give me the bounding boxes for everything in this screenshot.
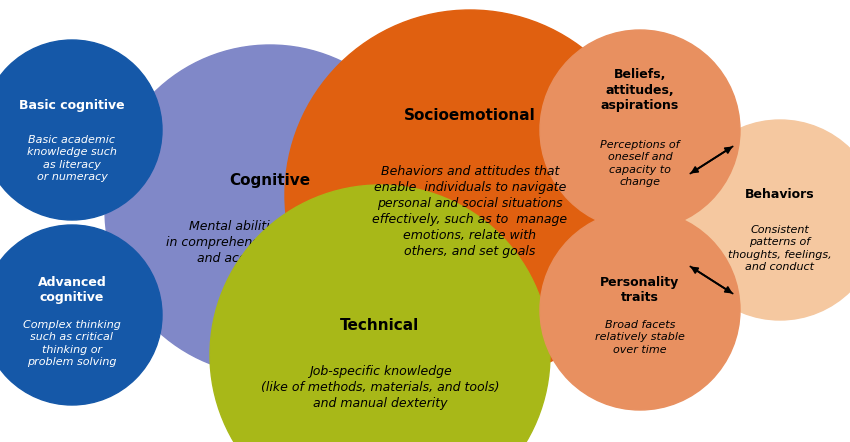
Text: Perceptions of
oneself and
capacity to
change: Perceptions of oneself and capacity to c… [600, 140, 680, 187]
Text: Basic academic
knowledge such
as literacy
or numeracy: Basic academic knowledge such as literac… [27, 135, 117, 182]
Ellipse shape [105, 45, 435, 375]
Text: Basic cognitive: Basic cognitive [20, 99, 125, 111]
Text: Consistent
patterns of
thoughts, feelings,
and conduct: Consistent patterns of thoughts, feeling… [728, 225, 832, 272]
Ellipse shape [540, 210, 740, 410]
Text: Personality
traits: Personality traits [600, 276, 680, 304]
Ellipse shape [540, 30, 740, 230]
Text: Complex thinking
such as critical
thinking or
problem solving: Complex thinking such as critical thinki… [23, 320, 121, 367]
Text: Technical: Technical [340, 317, 420, 332]
Ellipse shape [285, 10, 655, 380]
Text: Beliefs,
attitudes,
aspirations: Beliefs, attitudes, aspirations [601, 69, 679, 111]
Text: Socioemotional: Socioemotional [404, 107, 536, 122]
Text: Mental abilities to engage
in comprehension and reasoning,
and acquire knowledge: Mental abilities to engage in comprehens… [166, 220, 375, 265]
Text: Advanced
cognitive: Advanced cognitive [37, 276, 106, 304]
Ellipse shape [210, 185, 550, 442]
Ellipse shape [0, 40, 162, 220]
Ellipse shape [0, 225, 162, 405]
Text: Job-specific knowledge
(like of methods, materials, and tools)
and manual dexter: Job-specific knowledge (like of methods,… [261, 365, 499, 410]
Text: Behaviors and attitudes that
enable  individuals to navigate
personal and social: Behaviors and attitudes that enable indi… [372, 165, 568, 258]
Ellipse shape [680, 120, 850, 320]
Text: Broad facets
relatively stable
over time: Broad facets relatively stable over time [595, 320, 685, 355]
Text: Behaviors: Behaviors [745, 188, 815, 202]
Text: Cognitive: Cognitive [230, 172, 310, 187]
